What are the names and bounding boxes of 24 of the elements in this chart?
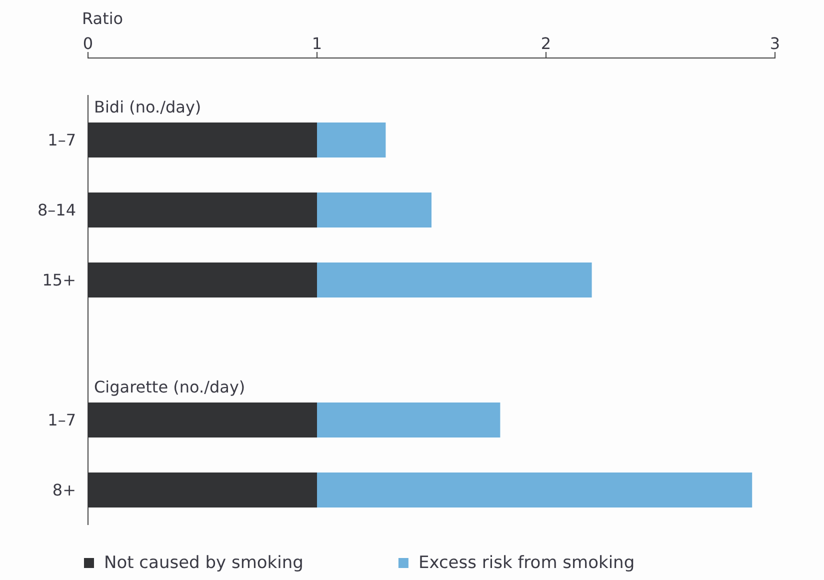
legend-label: Excess risk from smoking — [418, 553, 635, 573]
y-tick-label: 15+ — [42, 270, 76, 290]
bar — [88, 402, 317, 438]
x-tick-label: 0 — [82, 34, 94, 53]
y-tick-label: 8+ — [52, 480, 76, 500]
legend-label: Not caused by smoking — [104, 553, 304, 573]
y-tick-label: 1–7 — [48, 130, 76, 150]
x-tick-label: 2 — [540, 34, 552, 53]
annotation: Bidi (no./day) — [94, 98, 202, 116]
x-tick-label: 3 — [770, 34, 780, 53]
y-tick-label: 1–7 — [48, 410, 76, 430]
bar — [317, 472, 752, 508]
x-axis-title: Ratio — [82, 9, 124, 28]
bar — [317, 262, 592, 298]
bar — [317, 402, 500, 438]
bar — [88, 262, 317, 298]
bar — [88, 192, 317, 228]
bar — [88, 472, 317, 508]
annotation: Cigarette (no./day) — [94, 378, 246, 396]
bar — [88, 122, 317, 158]
y-tick-label: 8–14 — [37, 200, 76, 220]
bar — [317, 122, 386, 158]
bar — [317, 192, 432, 228]
x-tick-label: 1 — [312, 34, 322, 53]
